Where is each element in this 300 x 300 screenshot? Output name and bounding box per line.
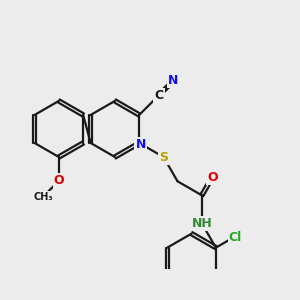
Text: CH₃: CH₃ bbox=[33, 192, 53, 202]
Text: S: S bbox=[159, 151, 168, 164]
Text: O: O bbox=[53, 174, 64, 187]
Text: NH: NH bbox=[191, 217, 212, 230]
Text: O: O bbox=[207, 171, 218, 184]
Text: N: N bbox=[135, 138, 146, 151]
Text: N: N bbox=[168, 74, 178, 87]
Text: Cl: Cl bbox=[229, 231, 242, 244]
Text: C: C bbox=[154, 88, 164, 102]
